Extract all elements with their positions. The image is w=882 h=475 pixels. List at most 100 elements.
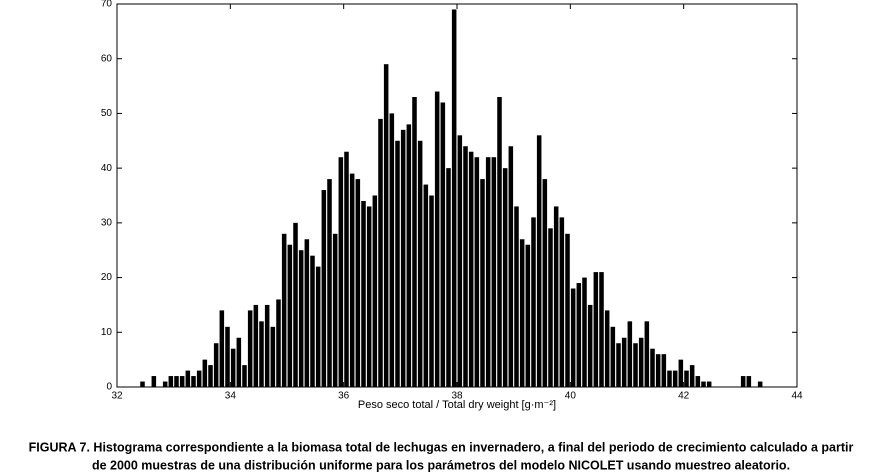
bar — [372, 195, 378, 387]
bar — [338, 157, 344, 387]
bar — [140, 381, 145, 387]
y-tick-label: 30 — [101, 217, 113, 228]
bar — [610, 326, 616, 387]
bar — [689, 365, 695, 387]
bar — [208, 365, 213, 387]
bar — [446, 168, 451, 387]
bar — [168, 376, 174, 387]
bar — [667, 370, 672, 387]
bar — [191, 376, 196, 387]
bar — [315, 266, 321, 387]
x-tick-label: 32 — [111, 391, 123, 402]
bar — [213, 343, 219, 387]
bar — [253, 304, 259, 387]
bar — [706, 381, 712, 387]
bar — [281, 233, 287, 387]
bar — [349, 173, 355, 387]
bar — [570, 288, 576, 387]
bar — [451, 9, 457, 387]
bar — [434, 91, 440, 388]
bar — [236, 337, 242, 387]
bar — [242, 365, 247, 387]
bar — [406, 124, 412, 387]
bar — [746, 376, 752, 387]
bar — [672, 370, 678, 387]
bar — [400, 129, 406, 388]
bar — [327, 179, 332, 387]
bar — [417, 140, 423, 387]
y-tick-label: 20 — [101, 272, 113, 283]
bar — [599, 272, 604, 387]
bar — [587, 304, 593, 387]
bar — [162, 381, 168, 387]
bar — [202, 359, 208, 387]
bar — [695, 376, 701, 387]
bar — [440, 102, 446, 387]
x-tick-label: 44 — [791, 391, 803, 402]
bar — [474, 157, 480, 387]
bar — [276, 299, 281, 387]
bar — [304, 239, 310, 387]
x-axis-label: Peso seco total / Total dry weight [g·m⁻… — [358, 399, 556, 411]
bar — [514, 206, 519, 387]
bar — [548, 228, 553, 387]
bar — [593, 272, 599, 387]
bar — [480, 179, 485, 387]
bar — [293, 222, 298, 387]
y-tick-label: 70 — [101, 0, 113, 10]
bar — [525, 244, 531, 387]
bar — [542, 179, 548, 387]
bar — [179, 376, 185, 387]
bar — [616, 343, 621, 387]
bar — [361, 200, 366, 387]
bar — [519, 239, 525, 387]
bar — [219, 310, 225, 387]
bar — [565, 233, 570, 387]
y-tick-label: 10 — [101, 327, 113, 338]
bar — [230, 348, 236, 387]
bar — [332, 233, 338, 387]
bar — [378, 118, 383, 388]
bar — [185, 370, 191, 387]
bar — [650, 348, 655, 387]
bar — [270, 326, 276, 387]
bar — [355, 179, 361, 387]
bar — [366, 206, 372, 387]
bar — [757, 381, 763, 387]
x-tick-label: 40 — [565, 391, 577, 402]
bar — [259, 321, 264, 387]
bar — [497, 97, 502, 387]
bar — [389, 113, 395, 387]
y-tick-label: 50 — [101, 108, 113, 119]
bar — [247, 310, 253, 387]
x-tick-label: 36 — [338, 391, 350, 402]
bar — [485, 157, 491, 387]
bar — [638, 337, 644, 387]
bar — [644, 321, 650, 387]
bar — [196, 370, 202, 387]
bar — [412, 97, 417, 387]
bar — [553, 206, 559, 387]
bar — [582, 277, 587, 387]
bar — [701, 381, 706, 387]
x-tick-label: 38 — [451, 391, 463, 402]
bar — [627, 321, 633, 387]
y-tick-label: 60 — [101, 53, 113, 64]
bar — [684, 370, 689, 387]
bar — [655, 354, 661, 387]
bar — [531, 217, 536, 387]
bar — [383, 64, 389, 387]
plot-frame — [116, 3, 798, 388]
y-tick-label: 0 — [106, 382, 112, 393]
bar — [310, 255, 315, 387]
bar — [321, 190, 327, 387]
bar — [298, 250, 304, 387]
x-tick-label: 34 — [225, 391, 237, 402]
bar — [491, 157, 497, 387]
bar — [395, 140, 400, 387]
bar — [468, 151, 474, 387]
bar — [457, 135, 463, 387]
bar — [633, 343, 638, 387]
bar — [429, 195, 434, 387]
